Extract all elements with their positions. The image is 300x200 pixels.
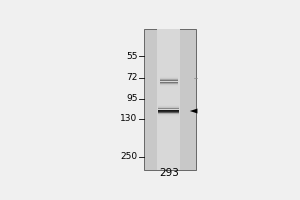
Bar (158, 105, 179, 106)
Bar (160, 83, 178, 84)
Bar (160, 85, 178, 86)
Bar (145, 29, 196, 170)
Text: 55: 55 (126, 52, 137, 61)
Polygon shape (190, 109, 197, 113)
Bar (157, 29, 181, 170)
Bar (160, 77, 178, 78)
Bar (158, 111, 179, 112)
Bar (158, 108, 179, 109)
Bar (160, 84, 178, 85)
Text: 130: 130 (120, 114, 137, 123)
Bar (160, 82, 178, 83)
Bar (160, 80, 178, 81)
Bar (158, 106, 179, 107)
Bar (158, 115, 179, 116)
Bar (158, 110, 179, 111)
Bar (158, 113, 179, 114)
Bar (158, 116, 179, 117)
Text: 293: 293 (159, 168, 179, 178)
Bar (158, 112, 179, 113)
Bar (158, 114, 179, 115)
Text: 72: 72 (126, 73, 137, 82)
Bar (158, 107, 179, 108)
Bar (160, 78, 178, 79)
Text: 250: 250 (120, 152, 137, 161)
Bar (160, 76, 178, 77)
Bar (160, 79, 178, 80)
Text: 95: 95 (126, 94, 137, 103)
Bar (160, 86, 178, 87)
